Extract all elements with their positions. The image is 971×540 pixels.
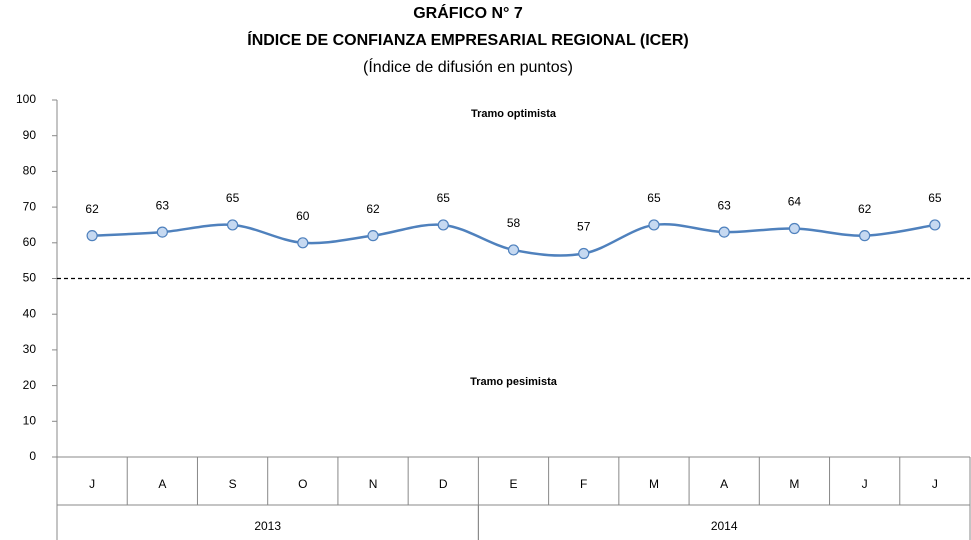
- x-tick-label: A: [158, 477, 166, 491]
- group-label: 2013: [254, 519, 281, 533]
- x-tick-label: J: [862, 477, 868, 491]
- x-tick-label: E: [509, 477, 517, 491]
- marker: [788, 222, 801, 235]
- marker: [507, 244, 520, 256]
- marker: [297, 237, 309, 249]
- y-tick-label: 100: [16, 92, 36, 106]
- data-label: 62: [85, 202, 99, 216]
- y-tick-label: 40: [23, 306, 37, 320]
- x-tick-label: N: [369, 477, 378, 491]
- y-tick-label: 60: [23, 235, 37, 249]
- x-tick-label: D: [439, 477, 448, 491]
- x-tick-label: M: [789, 477, 799, 491]
- data-label: 65: [647, 191, 661, 205]
- y-tick-label: 10: [23, 413, 37, 427]
- marker: [367, 230, 379, 242]
- marker: [156, 226, 168, 238]
- data-label: 57: [577, 220, 591, 234]
- data-label: 65: [437, 191, 451, 205]
- x-tick-label: S: [229, 477, 237, 491]
- y-tick-label: 90: [23, 128, 37, 142]
- marker: [86, 230, 98, 242]
- marker: [226, 219, 239, 231]
- data-label: 58: [507, 216, 521, 230]
- y-tick-label: 20: [23, 378, 37, 392]
- y-tick-label: 30: [23, 342, 37, 356]
- x-tick-label: O: [298, 477, 307, 491]
- y-tick-label: 80: [23, 164, 37, 178]
- chart-title: GRÁFICO N° 7: [413, 3, 523, 22]
- x-tick-label: J: [932, 477, 938, 491]
- annotation: Tramo optimista: [471, 108, 557, 120]
- x-tick-label: F: [580, 477, 587, 491]
- group-label: 2014: [711, 519, 738, 533]
- marker: [859, 230, 871, 242]
- data-label: 64: [788, 195, 802, 209]
- axis-label: (Índice de difusión en puntos): [363, 57, 573, 76]
- x-tick-label: M: [649, 477, 659, 491]
- data-label: 62: [366, 202, 380, 216]
- annotation: Tramo pesimista: [470, 376, 558, 388]
- data-label: 62: [858, 202, 872, 216]
- x-tick-label: J: [89, 477, 95, 491]
- data-label: 60: [296, 209, 310, 223]
- marker: [648, 219, 660, 231]
- marker: [718, 226, 730, 238]
- marker: [929, 219, 941, 231]
- marker: [578, 247, 590, 260]
- chart-subtitle: ÍNDICE DE CONFIANZA EMPRESARIAL REGIONAL…: [247, 30, 689, 49]
- x-tick-label: A: [720, 477, 728, 491]
- marker: [437, 219, 449, 231]
- data-label: 65: [226, 191, 240, 205]
- data-label: 63: [718, 198, 732, 212]
- y-tick-label: 0: [29, 449, 36, 463]
- data-label: 65: [928, 191, 942, 205]
- data-label: 63: [156, 198, 170, 212]
- y-tick-label: 50: [23, 271, 37, 285]
- y-tick-label: 70: [23, 199, 37, 213]
